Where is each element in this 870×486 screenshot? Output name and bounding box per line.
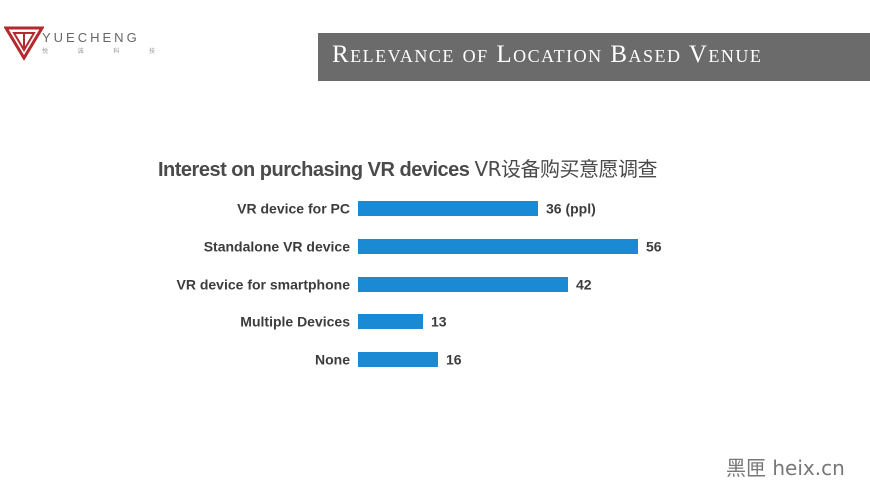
bar	[358, 239, 638, 254]
chart-title-cn: VR设备购买意愿调查	[474, 157, 658, 181]
slide-title-bar: Relevance of Location Based Venue	[318, 33, 870, 81]
slide-title: Relevance of Location Based Venue	[332, 41, 763, 68]
data-label: 56	[646, 239, 662, 255]
company-logo	[4, 20, 154, 66]
data-label: 13	[431, 314, 447, 330]
data-label: 16	[446, 352, 462, 368]
logo-name: YUECHENG	[42, 30, 140, 45]
category-label: VR device for smartphone	[177, 277, 351, 293]
data-label: 42	[576, 277, 592, 293]
logo-subtitle: 悦 诚 科 技	[42, 49, 170, 55]
category-label: Multiple Devices	[240, 314, 350, 330]
logo-mark-icon	[4, 26, 44, 61]
category-label: None	[315, 352, 350, 368]
chart-title: Interest on purchasing VR devices VR设备购买…	[158, 153, 658, 182]
bar	[358, 201, 538, 216]
category-label: VR device for PC	[237, 201, 350, 217]
bar	[358, 314, 423, 329]
chart-title-en: Interest on purchasing VR devices	[158, 159, 470, 181]
bar	[358, 277, 568, 292]
bar	[358, 352, 438, 367]
data-label: 36 (ppl)	[546, 201, 596, 217]
category-label: Standalone VR device	[204, 239, 350, 255]
watermark: 黑匣 heix.cn	[726, 456, 845, 480]
